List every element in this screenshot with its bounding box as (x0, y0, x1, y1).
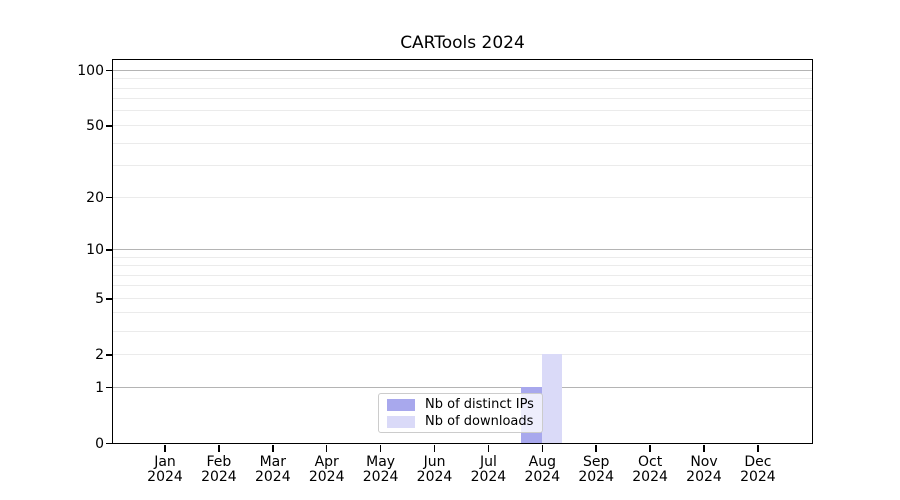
x-tick-mark-sep (595, 444, 597, 452)
legend-swatch-distinct-ips (387, 398, 415, 411)
x-tick-label-jan: Jan 2024 (147, 453, 183, 485)
x-tick-mark-jan (164, 444, 166, 452)
y-tick-label-1: 1 (95, 379, 104, 396)
x-tick-mark-mar (272, 444, 274, 452)
x-tick-label-jun: Jun 2024 (416, 453, 453, 485)
x-tick-mark-jun (433, 444, 436, 452)
legend-label-downloads: Nb of downloads (425, 414, 534, 429)
gridline-100 (112, 69, 812, 71)
x-tick-mark-aug (541, 444, 544, 452)
gridline-80 (112, 87, 812, 89)
gridline-4 (112, 312, 812, 314)
y-tick-label-100: 100 (77, 62, 104, 79)
gridline-60 (112, 110, 812, 112)
y-tick-mark-1 (106, 386, 113, 389)
y-tick-mark-5 (106, 298, 113, 300)
legend-item-distinct-ips: Nb of distinct IPs (379, 396, 542, 413)
gridline-20 (112, 196, 812, 198)
x-tick-label-may: May 2024 (362, 453, 399, 485)
y-tick-mark-100 (106, 69, 113, 72)
y-tick-mark-50 (106, 125, 113, 127)
x-tick-mark-oct (649, 444, 651, 452)
x-tick-mark-nov (703, 444, 705, 452)
y-tick-label-50: 50 (86, 117, 104, 134)
plot-area (111, 58, 813, 444)
x-tick-label-apr: Apr 2024 (308, 453, 345, 485)
y-tick-mark-2 (106, 354, 113, 356)
gridline-70 (112, 98, 812, 100)
y-tick-label-5: 5 (95, 290, 104, 307)
x-tick-label-aug: Aug 2024 (524, 453, 561, 485)
legend-item-downloads: Nb of downloads (379, 413, 542, 430)
legend-label-distinct-ips: Nb of distinct IPs (425, 397, 534, 412)
y-tick-label-10: 10 (86, 241, 104, 258)
gridline-5 (112, 297, 812, 299)
x-tick-label-mar: Mar 2024 (254, 453, 291, 485)
gridline-3 (112, 330, 812, 332)
x-tick-label-nov: Nov 2024 (686, 453, 722, 485)
x-tick-mark-dec (757, 444, 759, 452)
bar-aug-series1 (541, 354, 563, 443)
chart-title: CARTools 2024 (400, 33, 525, 53)
y-tick-label-2: 2 (95, 346, 104, 363)
legend: Nb of distinct IPs Nb of downloads (378, 393, 543, 433)
legend-swatch-downloads (387, 415, 415, 428)
gridline-6 (112, 285, 812, 287)
y-tick-mark-0 (106, 442, 113, 445)
gridline-30 (112, 165, 812, 167)
gridline-90 (112, 78, 812, 80)
x-tick-mark-jul (487, 444, 490, 452)
x-tick-mark-may (379, 444, 382, 452)
y-tick-mark-10 (106, 249, 113, 251)
gridline-2 (112, 353, 812, 355)
x-tick-label-sep: Sep 2024 (578, 453, 614, 485)
x-tick-mark-apr (325, 444, 328, 452)
gridline-9 (112, 256, 812, 258)
y-tick-label-20: 20 (86, 189, 104, 206)
y-tick-label-0: 0 (95, 435, 104, 452)
x-tick-label-jul: Jul 2024 (470, 453, 507, 485)
gridline-40 (112, 142, 812, 144)
x-tick-label-dec: Dec 2024 (740, 453, 776, 485)
y-tick-mark-20 (106, 196, 113, 199)
gridline-10 (112, 248, 812, 250)
x-tick-label-oct: Oct 2024 (632, 453, 668, 485)
gridline-7 (112, 274, 812, 276)
x-tick-label-feb: Feb 2024 (201, 453, 237, 485)
x-tick-mark-feb (218, 444, 220, 452)
gridline-8 (112, 265, 812, 266)
gridline-50 (112, 124, 812, 126)
gridline-1 (112, 386, 812, 388)
